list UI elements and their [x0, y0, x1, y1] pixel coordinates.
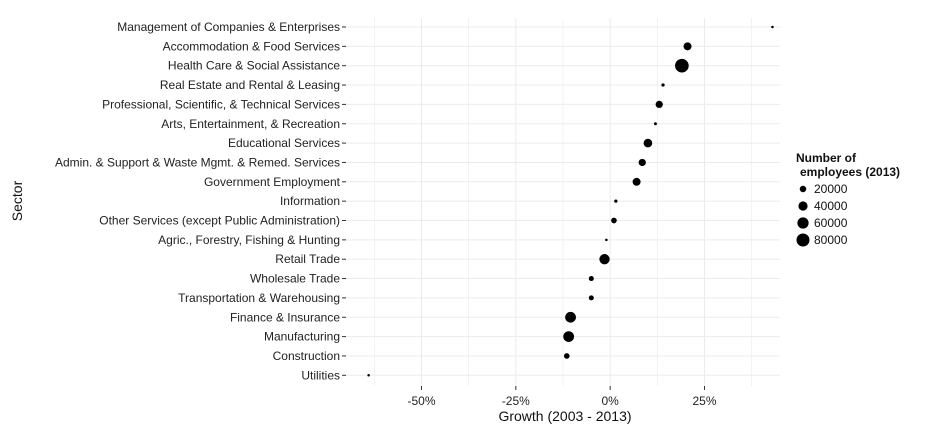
y-tick-label: Professional, Scientific, & Technical Se… — [102, 97, 340, 111]
legend-label: 40000 — [814, 199, 848, 213]
legend-label: 60000 — [814, 216, 848, 230]
data-point — [654, 122, 657, 126]
y-tick-label: Management of Companies & Enterprises — [117, 20, 340, 34]
y-tick-label: Construction — [273, 349, 340, 363]
data-point — [367, 374, 370, 377]
y-tick-label: Government Employment — [204, 175, 341, 189]
y-tick-label: Admin. & Support & Waste Mgmt. & Remed. … — [55, 155, 340, 169]
data-point — [605, 238, 608, 242]
y-tick-label: Agric., Forestry, Fishing & Hunting — [158, 233, 340, 247]
y-axis-title: Sector — [9, 180, 25, 221]
y-tick-label: Utilities — [301, 368, 340, 382]
data-point — [599, 254, 610, 265]
y-tick-label: Retail Trade — [275, 252, 340, 266]
x-axis-title: Growth (2003 - 2013) — [498, 408, 631, 424]
y-tick-label: Health Care & Social Assistance — [168, 59, 340, 73]
legend-key — [797, 217, 809, 229]
data-point — [683, 42, 692, 51]
grid-lines — [346, 18, 780, 386]
data-point — [632, 177, 641, 186]
y-tick-label: Wholesale Trade — [250, 272, 340, 286]
data-point — [614, 199, 618, 203]
data-point — [661, 83, 665, 87]
y-tick-label: Other Services (except Public Administra… — [99, 214, 340, 228]
y-tick-label: Real Estate and Rental & Leasing — [160, 78, 340, 92]
y-tick-label: Arts, Entertainment, & Recreation — [161, 117, 340, 131]
data-point — [655, 100, 663, 109]
data-points — [367, 25, 774, 377]
x-tick-label: -25% — [502, 394, 530, 408]
x-tick-label: -50% — [407, 394, 435, 408]
legend-label: 80000 — [814, 233, 848, 247]
legend-key — [799, 185, 807, 193]
y-tick-label: Finance & Insurance — [230, 310, 340, 324]
x-tick-label: 25% — [693, 394, 717, 408]
data-point — [611, 217, 617, 224]
data-point — [588, 276, 594, 282]
legend-key — [796, 233, 810, 247]
legend-key — [798, 201, 808, 211]
legend-title: Number of — [796, 151, 857, 165]
y-tick-label: Information — [280, 194, 340, 208]
data-point — [588, 295, 594, 301]
legend-label: 20000 — [814, 182, 848, 196]
data-point — [563, 353, 570, 359]
data-point — [563, 331, 575, 342]
x-tick-label: 0% — [602, 394, 620, 408]
x-axis: -50% -25% 0% 25% — [407, 386, 717, 408]
data-point — [565, 311, 576, 323]
y-tick-label: Educational Services — [228, 136, 340, 150]
data-point — [638, 158, 646, 167]
y-tick-label: Accommodation & Food Services — [163, 39, 340, 53]
data-point — [643, 138, 653, 148]
y-tick-label: Manufacturing — [264, 330, 340, 344]
data-point — [771, 25, 774, 29]
legend-title: employees (2013) — [800, 165, 900, 179]
y-axis: Management of Companies & Enterprises Acc… — [55, 20, 346, 382]
y-tick-label: Transportation & Warehousing — [178, 291, 340, 305]
data-point — [675, 58, 689, 73]
